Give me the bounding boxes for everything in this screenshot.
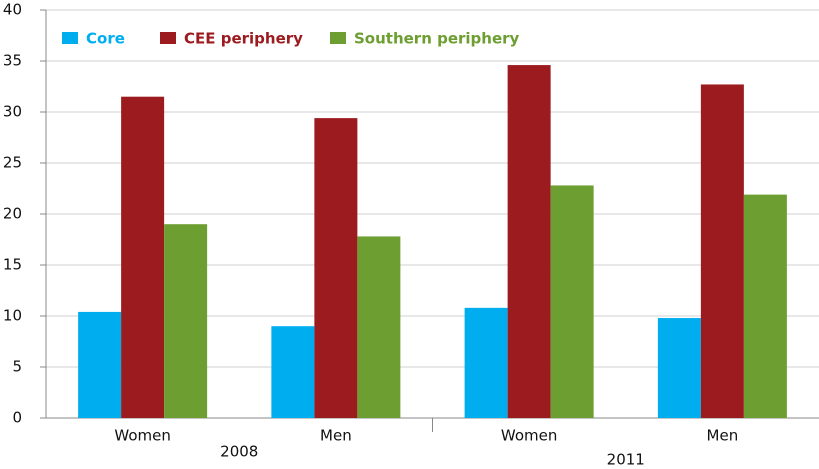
bar xyxy=(78,311,122,418)
bar xyxy=(164,224,208,418)
y-tick-label: 0 xyxy=(12,409,22,427)
legend-label: Core xyxy=(86,30,125,48)
bar xyxy=(550,185,594,418)
legend-label: Southern periphery xyxy=(354,30,520,48)
group-label: 2008 xyxy=(220,443,258,461)
y-tick-label: 25 xyxy=(3,154,22,172)
y-tick-label: 40 xyxy=(3,1,22,19)
bar xyxy=(743,194,787,418)
y-tick-label: 10 xyxy=(3,307,22,325)
legend-label: CEE periphery xyxy=(184,30,303,48)
x-tick-label: Men xyxy=(320,427,352,445)
bar xyxy=(314,118,358,419)
x-tick-label: Men xyxy=(707,427,739,445)
y-tick-label: 30 xyxy=(3,103,22,121)
y-tick-label: 20 xyxy=(3,205,22,223)
y-tick-label: 5 xyxy=(12,358,22,376)
bar xyxy=(357,236,401,418)
bar xyxy=(657,318,701,418)
legend-swatch xyxy=(62,32,78,44)
x-tick-label: Women xyxy=(501,427,557,445)
legend-swatch xyxy=(160,32,176,44)
y-tick-label: 35 xyxy=(3,52,22,70)
bar xyxy=(700,84,744,419)
bar xyxy=(464,307,508,418)
bar xyxy=(121,96,165,418)
bar xyxy=(271,326,315,418)
y-tick-label: 15 xyxy=(3,256,22,274)
group-label: 2011 xyxy=(607,451,645,469)
bar xyxy=(507,65,551,418)
x-tick-label: Women xyxy=(114,427,170,445)
legend-swatch xyxy=(330,32,346,44)
